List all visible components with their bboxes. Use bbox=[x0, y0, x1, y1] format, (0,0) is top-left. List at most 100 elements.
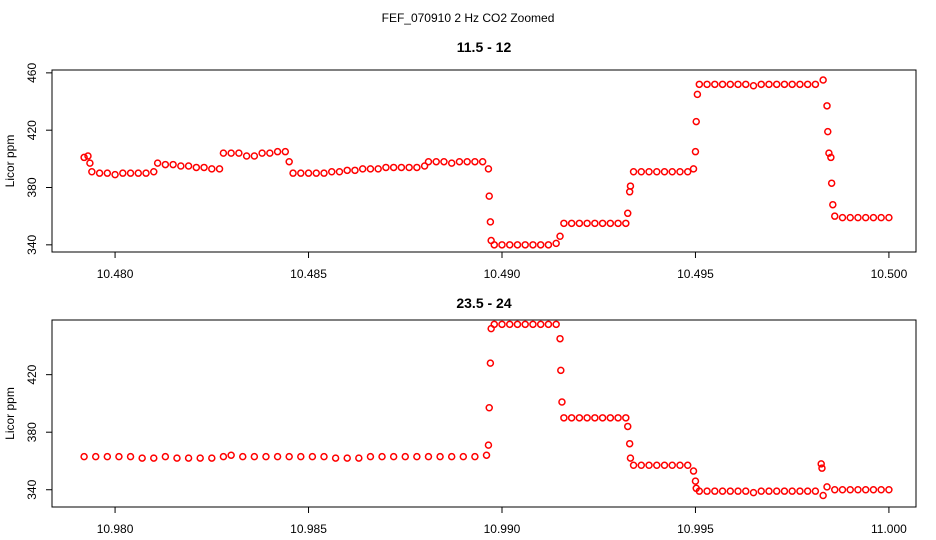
data-point bbox=[645, 167, 653, 176]
data-point bbox=[490, 241, 499, 249]
data-point bbox=[676, 461, 684, 470]
figure-title: FEF_070910 2 Hz CO2 Zoomed bbox=[382, 11, 555, 25]
data-point bbox=[556, 334, 564, 343]
data-point bbox=[335, 167, 344, 176]
x-tick-label: 10.480 bbox=[97, 267, 134, 281]
data-point bbox=[486, 218, 495, 226]
data-point bbox=[718, 487, 727, 495]
data-point bbox=[606, 219, 615, 228]
data-point bbox=[397, 163, 406, 172]
data-point bbox=[84, 152, 92, 160]
data-point bbox=[827, 179, 836, 187]
data-point bbox=[405, 163, 413, 172]
y-tick-label: 420 bbox=[25, 120, 39, 140]
data-point bbox=[150, 454, 158, 462]
plot-frame bbox=[51, 319, 917, 508]
data-point bbox=[242, 152, 251, 160]
data-point bbox=[552, 239, 560, 248]
data-point bbox=[829, 200, 837, 209]
data-point bbox=[838, 485, 847, 494]
data-point bbox=[825, 149, 833, 157]
data-point bbox=[184, 454, 193, 462]
data-point bbox=[440, 157, 448, 166]
data-point bbox=[196, 454, 204, 462]
data-point bbox=[757, 487, 765, 495]
data-point bbox=[560, 414, 568, 422]
data-point bbox=[471, 157, 479, 166]
data-point bbox=[498, 241, 506, 249]
data-point bbox=[529, 241, 537, 249]
data-point bbox=[455, 157, 464, 166]
data-point bbox=[111, 170, 119, 179]
data-point bbox=[683, 167, 692, 176]
data-point bbox=[239, 452, 247, 461]
data-point bbox=[660, 461, 669, 470]
data-point bbox=[869, 213, 878, 222]
data-point bbox=[726, 80, 735, 89]
data-point bbox=[885, 485, 893, 494]
data-point bbox=[297, 452, 305, 461]
data-point bbox=[691, 477, 700, 485]
data-point bbox=[536, 241, 545, 249]
data-point bbox=[432, 157, 440, 166]
data-point bbox=[749, 82, 758, 90]
data-point bbox=[811, 487, 820, 495]
data-point bbox=[838, 213, 847, 222]
data-point bbox=[485, 192, 493, 200]
data-point bbox=[413, 163, 421, 172]
data-point bbox=[447, 452, 456, 461]
data-point bbox=[513, 320, 522, 329]
y-tick-label: 420 bbox=[25, 364, 39, 384]
panel-title: 23.5 - 24 bbox=[456, 295, 511, 311]
data-point bbox=[827, 153, 835, 162]
data-point bbox=[606, 414, 615, 422]
data-point bbox=[695, 80, 704, 89]
data-point bbox=[734, 80, 742, 89]
data-point bbox=[327, 167, 336, 176]
data-point bbox=[208, 165, 216, 173]
data-point bbox=[623, 422, 632, 431]
data-point bbox=[103, 452, 112, 461]
data-point bbox=[742, 487, 750, 495]
data-point bbox=[637, 461, 646, 470]
data-point bbox=[103, 169, 112, 177]
data-point bbox=[583, 414, 591, 422]
data-point bbox=[378, 452, 386, 461]
data-point bbox=[459, 452, 468, 461]
data-point bbox=[614, 219, 622, 228]
data-point bbox=[413, 452, 421, 461]
data-point bbox=[819, 491, 827, 500]
data-point bbox=[689, 165, 698, 173]
data-point bbox=[91, 452, 100, 461]
data-point bbox=[676, 167, 684, 176]
data-point bbox=[668, 461, 676, 470]
x-tick-label: 10.980 bbox=[97, 522, 134, 536]
data-point bbox=[703, 487, 711, 495]
data-point bbox=[653, 167, 661, 176]
data-point bbox=[161, 160, 170, 169]
data-point bbox=[583, 219, 591, 228]
data-point bbox=[95, 169, 104, 177]
data-point bbox=[830, 212, 839, 220]
data-point bbox=[869, 485, 878, 494]
data-point bbox=[80, 153, 88, 162]
data-point bbox=[623, 209, 632, 218]
data-point bbox=[192, 163, 201, 172]
data-point bbox=[161, 452, 170, 461]
data-point bbox=[742, 80, 750, 89]
data-point bbox=[355, 454, 363, 462]
data-point bbox=[281, 147, 290, 156]
data-point bbox=[614, 414, 622, 422]
data-point bbox=[823, 483, 831, 491]
data-point bbox=[591, 414, 599, 422]
y-tick-label: 380 bbox=[25, 422, 39, 442]
data-point bbox=[250, 152, 259, 160]
y-tick-label: 340 bbox=[25, 479, 39, 499]
data-point bbox=[366, 452, 375, 461]
data-point bbox=[389, 163, 398, 172]
data-point bbox=[626, 454, 635, 462]
x-tick-label: 11.000 bbox=[871, 522, 907, 536]
y-tick-label: 340 bbox=[25, 235, 39, 255]
data-point bbox=[629, 461, 638, 470]
